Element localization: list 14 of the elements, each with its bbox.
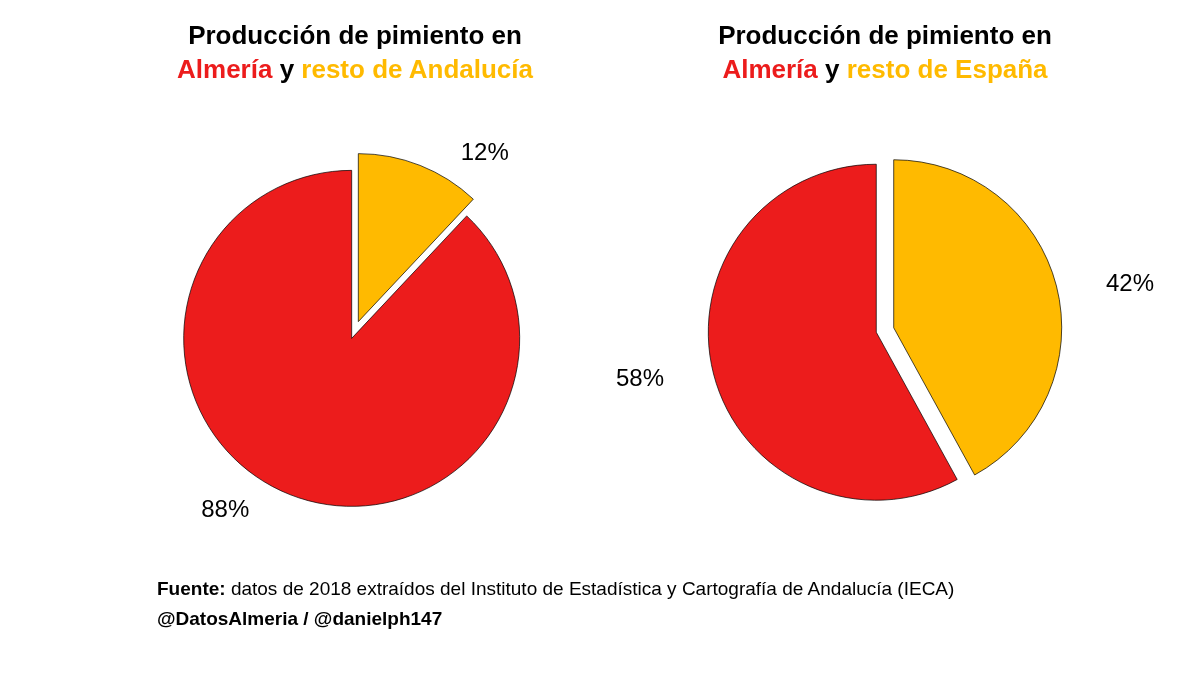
slice-label: resto de España xyxy=(846,54,1048,84)
data-label: 58% xyxy=(615,364,665,392)
chart-title: Producción de pimiento en xyxy=(717,19,1053,52)
text: y xyxy=(278,54,296,84)
source-note: Fuente: datos de 2018 extraídos del Instituto de Estadística y Cartografía de Andalucía (IECA) xyxy=(157,577,955,601)
text: @DatosAlmeria / @danielph147 xyxy=(157,607,444,631)
slice-label: resto de Andalucía xyxy=(301,54,533,84)
data-label: 12% xyxy=(460,137,509,165)
data-label: 88% xyxy=(201,495,250,523)
slice-label: Almería xyxy=(177,54,273,84)
chart-title: Producción de pimiento en xyxy=(187,19,523,52)
data-label: 42% xyxy=(1105,268,1155,296)
text: y xyxy=(824,54,841,84)
slice-label: Almería xyxy=(722,54,818,84)
